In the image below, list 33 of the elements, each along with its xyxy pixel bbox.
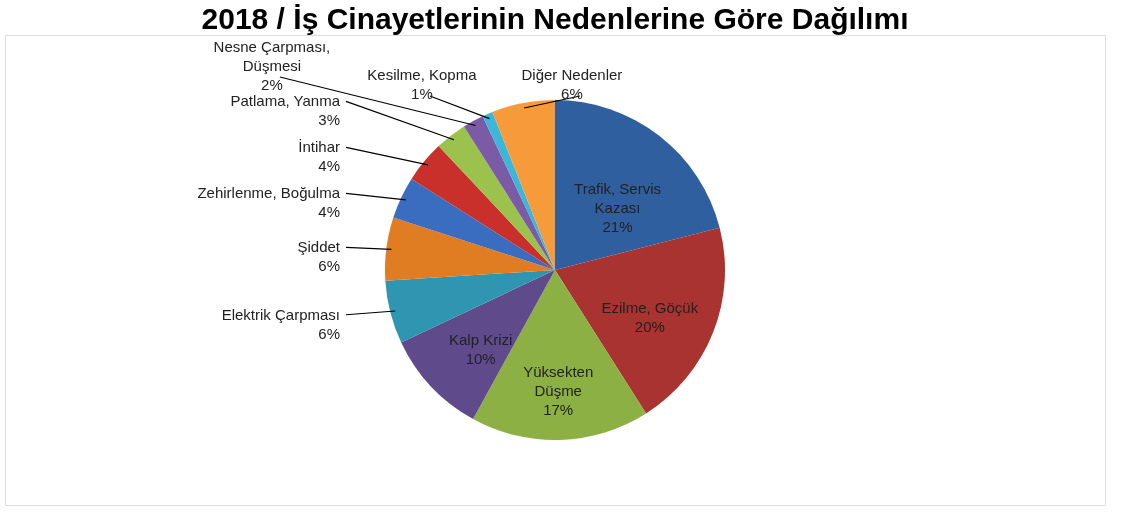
slice-label: Elektrik Çarpması bbox=[221, 305, 340, 323]
slice-label: Kesilme, Kopma bbox=[367, 66, 478, 83]
data-label: 6% bbox=[561, 85, 583, 102]
slice-label: Ezilme, Göçük bbox=[601, 298, 699, 316]
pie-slice bbox=[411, 146, 555, 270]
data-label: 21% bbox=[602, 218, 633, 236]
data-label: 4% bbox=[318, 203, 340, 221]
pie-slice bbox=[393, 178, 555, 270]
data-label: 4% bbox=[318, 157, 340, 175]
slice-label: Zehirlenme, Boğulma bbox=[197, 184, 341, 202]
slice-label: Trafik, Servis Kazası bbox=[574, 180, 661, 217]
pie-slice bbox=[492, 100, 555, 270]
data-label: 6% bbox=[318, 257, 340, 275]
pie-slice bbox=[438, 126, 555, 270]
slice-label: Diğer Nedenler bbox=[521, 66, 623, 83]
data-label: 2% bbox=[261, 75, 283, 93]
pie-slice bbox=[482, 111, 555, 270]
chart-title: 2018 / İş Cinayetlerinin Nedenlerine Göre Dağılımı bbox=[201, 2, 909, 35]
pie-slice bbox=[463, 116, 555, 270]
slice-label: Yüksekten Düşme bbox=[523, 362, 594, 399]
slice-label: Patlama, Yanma bbox=[230, 92, 341, 110]
data-label: 20% bbox=[634, 317, 665, 335]
slice-label: Kalp Krizi bbox=[448, 330, 513, 348]
slice-label: Nesne Çarpması, Düşmesi bbox=[213, 37, 331, 74]
pie-slice bbox=[555, 100, 720, 270]
slice-label: İntihar bbox=[298, 138, 340, 156]
data-label: 1% bbox=[411, 85, 433, 102]
pie-slice bbox=[385, 217, 555, 281]
slice-label: Şiddet bbox=[297, 238, 341, 256]
data-label: 6% bbox=[318, 324, 340, 342]
data-label: 3% bbox=[318, 111, 340, 129]
data-label: 10% bbox=[465, 349, 496, 367]
data-label: 17% bbox=[543, 400, 574, 418]
